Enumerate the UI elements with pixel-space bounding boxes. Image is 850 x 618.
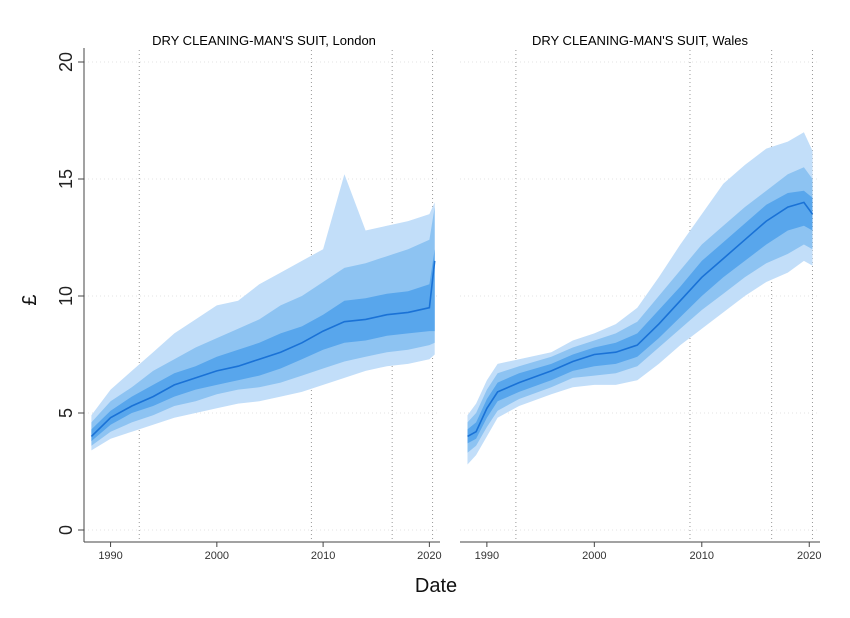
panel-title-wales: DRY CLEANING-MAN'S SUIT, Wales xyxy=(532,33,749,48)
panel-london: DRY CLEANING-MAN'S SUIT, London 1990 2000… xyxy=(84,33,442,562)
band-p25-p75 xyxy=(91,249,435,442)
y-tick-label: 20 xyxy=(56,52,76,72)
y-axis-label: £ xyxy=(19,294,41,305)
median-line xyxy=(90,260,436,437)
x-tick-label: 2000 xyxy=(582,550,606,562)
x-tick-label: 2020 xyxy=(797,550,821,562)
band-p10-p90 xyxy=(467,167,813,453)
y-tick-label: 15 xyxy=(56,169,76,189)
y-axis: £ 0 5 10 15 20 xyxy=(19,48,85,542)
median-line xyxy=(467,201,814,438)
x-tick-label: 2000 xyxy=(205,550,229,562)
y-tick-label: 5 xyxy=(56,408,76,418)
x-tick-label: 1990 xyxy=(475,550,499,562)
y-tick-label: 0 xyxy=(56,525,76,535)
x-tick-label: 2010 xyxy=(311,550,335,562)
x-axis-label: Date xyxy=(415,575,457,597)
panel-wales: DRY CLEANING-MAN'S SUIT, Wales 1990 2000 2… xyxy=(460,33,821,562)
x-tick-label: 2010 xyxy=(690,550,714,562)
x-tick-label: 1990 xyxy=(98,550,122,562)
band-min-max xyxy=(467,132,813,465)
band-p25-p75 xyxy=(467,190,813,444)
y-tick-label: 10 xyxy=(56,286,76,306)
panel-title-london: DRY CLEANING-MAN'S SUIT, London xyxy=(152,33,376,48)
x-tick-label: 2020 xyxy=(417,550,441,562)
